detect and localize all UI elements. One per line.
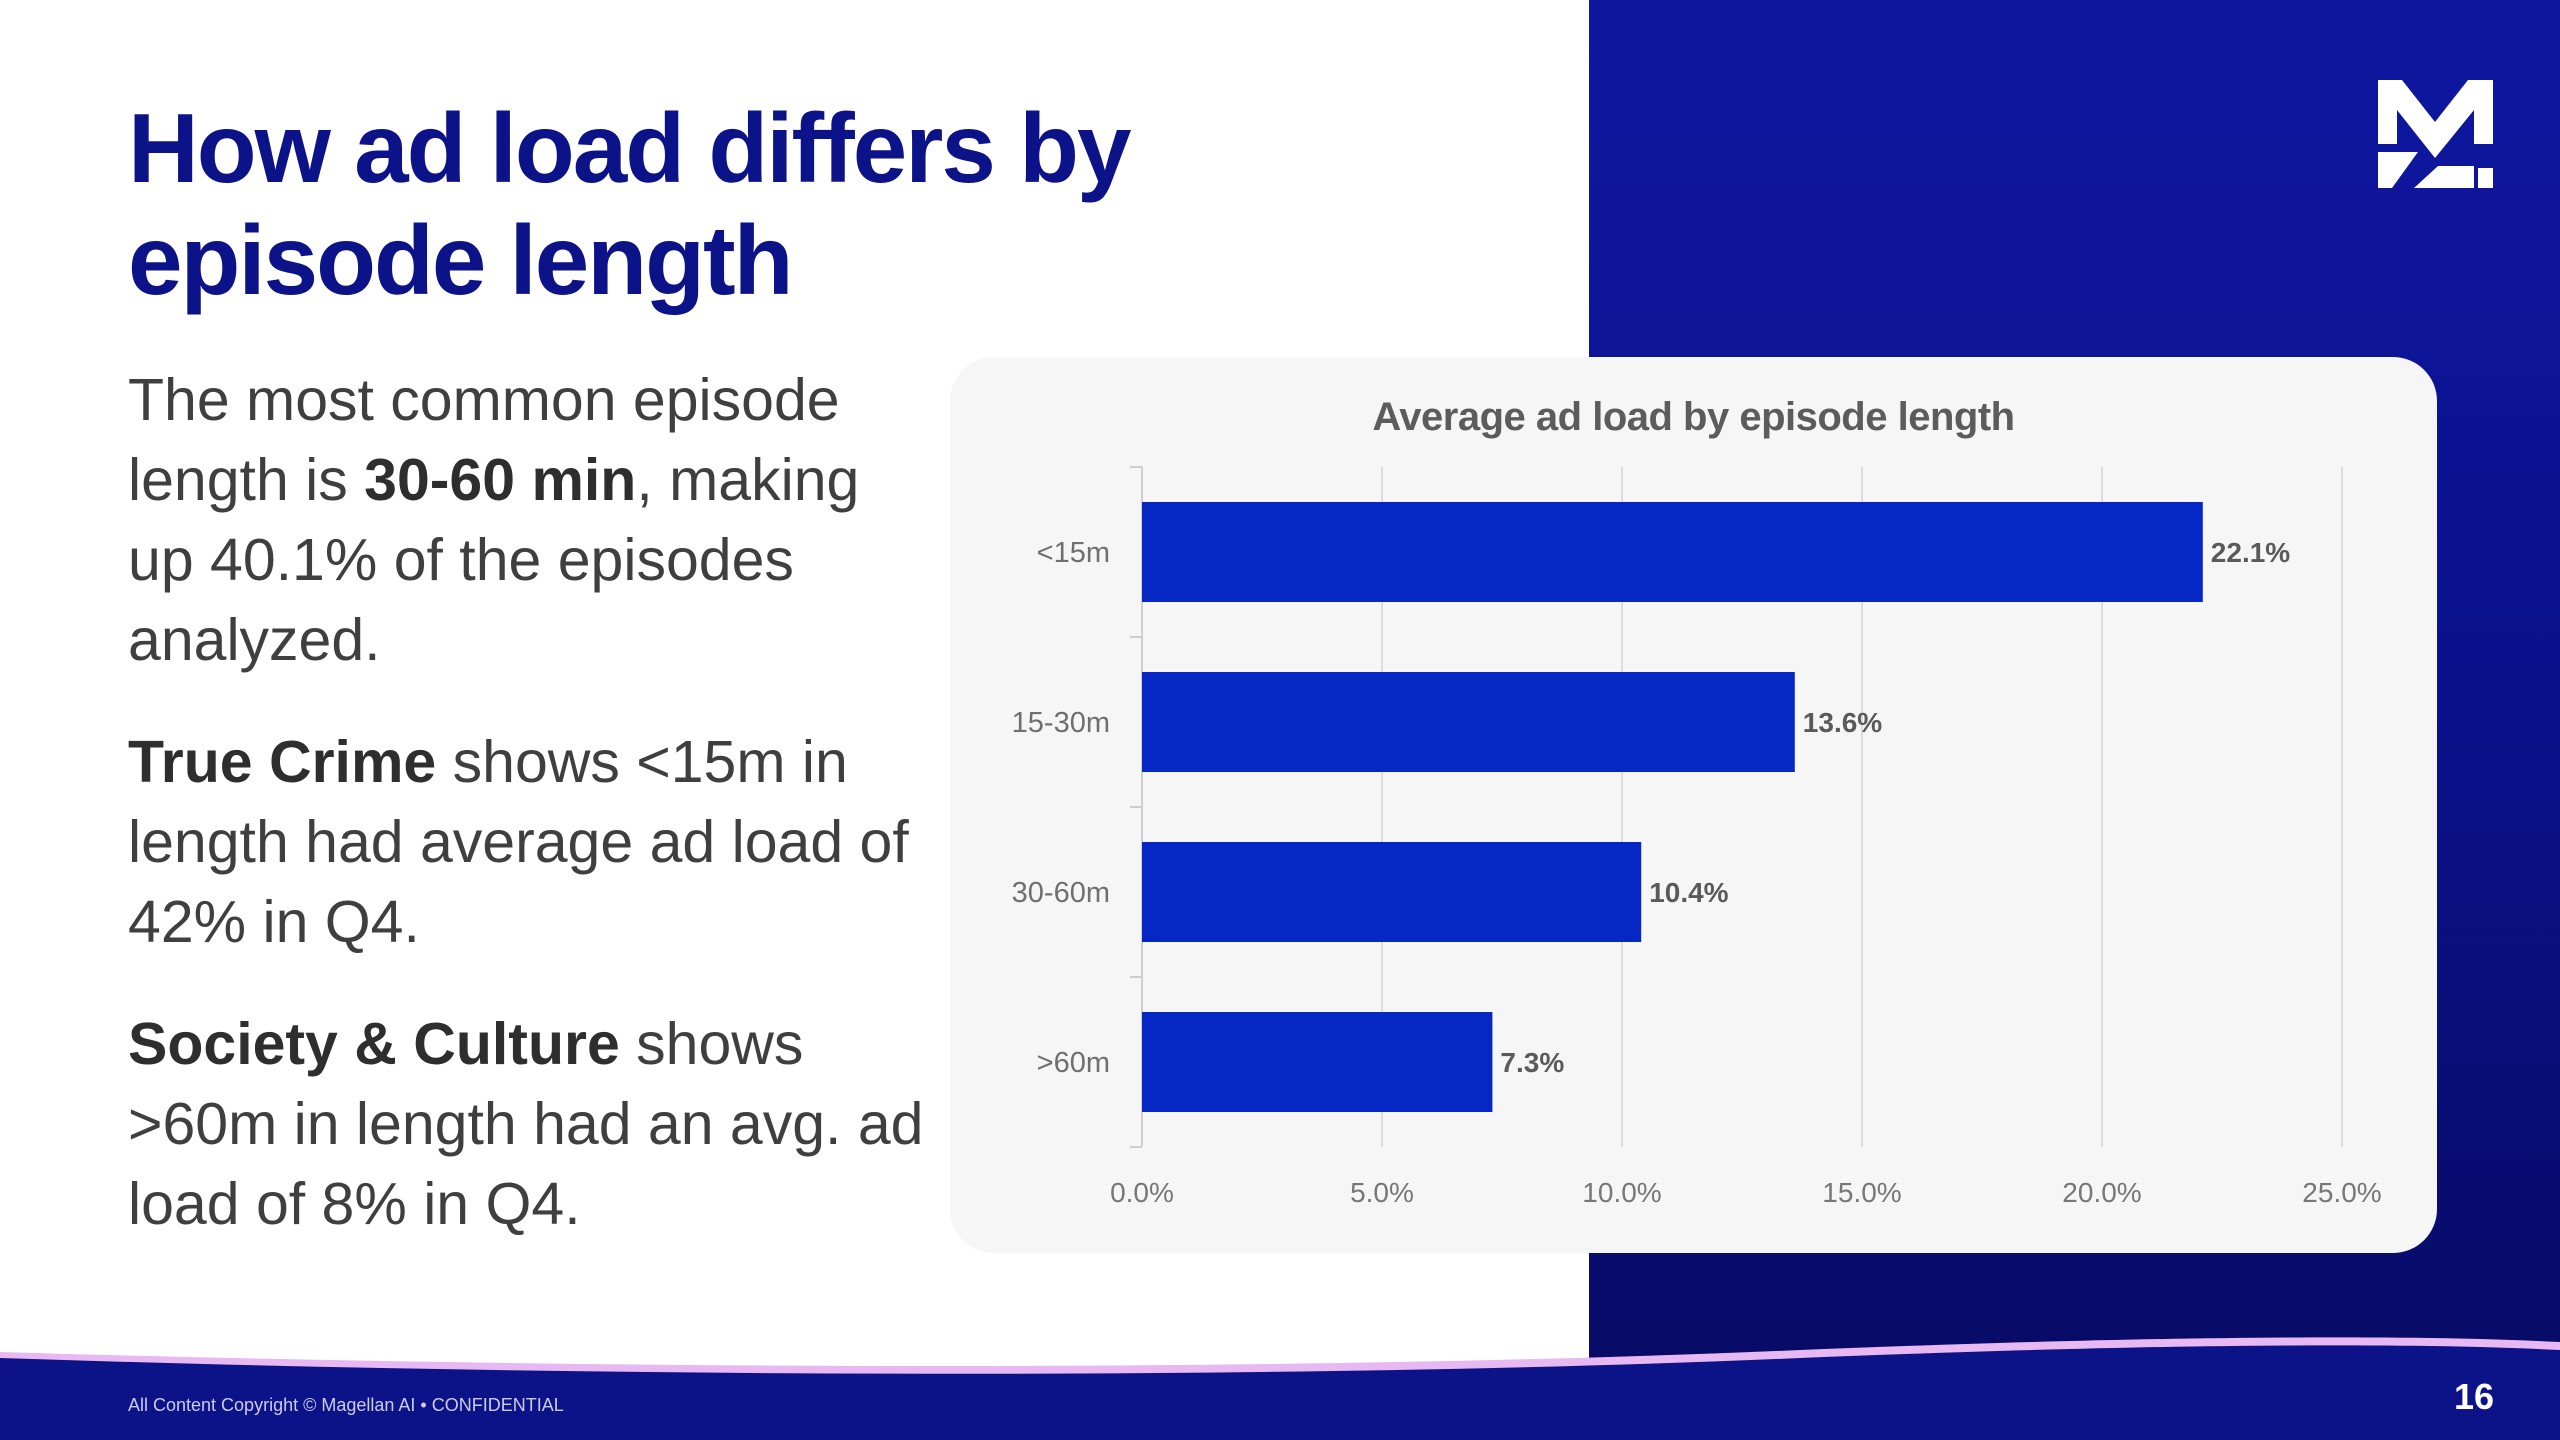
- chart-title: Average ad load by episode length: [1372, 395, 2015, 439]
- paragraph-true-crime: True Crime shows <15m in length had aver…: [128, 729, 909, 955]
- paragraph-society-culture: Society & Culture shows >60m in length h…: [128, 1011, 924, 1237]
- data-label: 13.6%: [1803, 707, 1882, 738]
- body-text: The most common episode length is 30-60 …: [128, 360, 928, 1286]
- x-tick-label: 20.0%: [2062, 1177, 2141, 1208]
- x-tick-label: 10.0%: [1582, 1177, 1661, 1208]
- slide-title: How ad load differs by episode length: [128, 93, 1131, 315]
- category-label: 30-60m: [1012, 877, 1110, 909]
- x-tick-label: 0.0%: [1110, 1177, 1174, 1208]
- x-tick-label: 25.0%: [2302, 1177, 2381, 1208]
- x-tick-label: 15.0%: [1822, 1177, 1901, 1208]
- page-number: 16: [2453, 1376, 2494, 1417]
- category-label: <15m: [1037, 537, 1110, 569]
- bar-chart: 0.0% 5.0% 10.0% 15.0% 20.0% 25.0% <15m 22.1% 15-…: [1012, 466, 2382, 1208]
- bar: [1142, 1012, 1493, 1112]
- data-label: 10.4%: [1649, 877, 1728, 908]
- bar: [1142, 842, 1642, 942]
- paragraph-most-common-length: The most common episode length is 30-60 …: [128, 367, 860, 673]
- chart-card: Average ad load by episode length 0.0% 5.…: [950, 357, 2437, 1253]
- category-label: 15-30m: [1012, 707, 1110, 739]
- bar: [1142, 502, 2203, 602]
- category-label: >60m: [1037, 1047, 1110, 1079]
- x-tick-label: 5.0%: [1350, 1177, 1414, 1208]
- copyright-notice: All Content Copyright © Magellan AI • CO…: [128, 1395, 564, 1415]
- magellan-logo-icon: [2378, 80, 2493, 188]
- footer-band: [0, 1337, 2560, 1440]
- bar: [1142, 672, 1795, 772]
- data-label: 22.1%: [2211, 537, 2290, 568]
- data-label: 7.3%: [1500, 1047, 1564, 1078]
